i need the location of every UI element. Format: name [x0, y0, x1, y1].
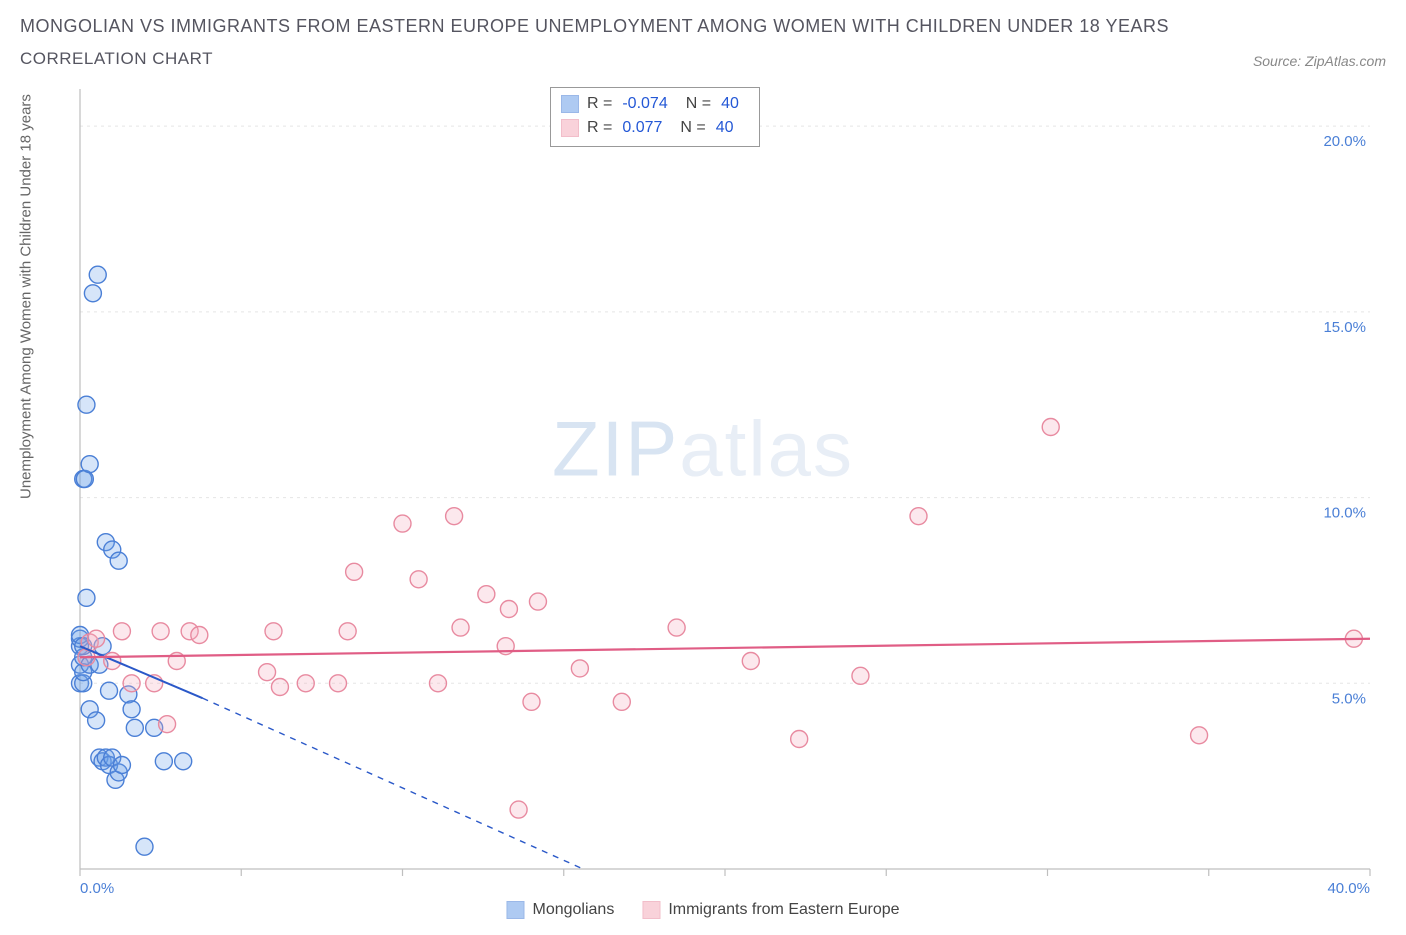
chart-title-line1: MONGOLIAN VS IMMIGRANTS FROM EASTERN EUR… — [20, 16, 1386, 37]
stats-swatch — [561, 95, 579, 113]
svg-text:5.0%: 5.0% — [1332, 690, 1366, 707]
legend-swatch-pink — [642, 901, 660, 919]
stats-swatch — [561, 119, 579, 137]
legend-label: Mongolians — [532, 901, 614, 919]
source-attribution: Source: ZipAtlas.com — [1253, 53, 1386, 69]
stats-row: R = 0.077 N = 40 — [561, 116, 749, 140]
legend-bottom: Mongolians Immigrants from Eastern Europ… — [506, 901, 899, 919]
chart-title-line2: CORRELATION CHART — [20, 49, 213, 69]
stat-n-value: 40 — [716, 116, 734, 140]
stat-n-label: N = — [680, 116, 705, 140]
stat-r-label: R = — [587, 92, 612, 116]
svg-text:20.0%: 20.0% — [1323, 133, 1366, 150]
svg-text:40.0%: 40.0% — [1327, 880, 1370, 897]
stat-r-label: R = — [587, 116, 612, 140]
svg-text:15.0%: 15.0% — [1323, 319, 1366, 336]
stat-r-value: -0.074 — [622, 92, 667, 116]
y-axis-title: Unemployment Among Women with Children U… — [18, 94, 35, 499]
svg-text:10.0%: 10.0% — [1323, 505, 1366, 522]
legend-item-immigrants: Immigrants from Eastern Europe — [642, 901, 899, 919]
stat-n-value: 40 — [721, 92, 739, 116]
title-row: CORRELATION CHART Source: ZipAtlas.com — [20, 49, 1386, 69]
svg-text:0.0%: 0.0% — [80, 880, 114, 897]
legend-label: Immigrants from Eastern Europe — [668, 901, 899, 919]
legend-item-mongolians: Mongolians — [506, 901, 614, 919]
legend-swatch-blue — [506, 901, 524, 919]
correlation-chart: ZIPatlas 0.0%40.0%5.0%10.0%15.0%20.0% Un… — [20, 79, 1386, 919]
stat-n-label: N = — [686, 92, 711, 116]
scatter-plot-svg: 0.0% 40.0% 5.0% 10.0% 15.0% 20.0% — [20, 79, 1386, 899]
correlation-stats-box: R =-0.074N =40R =0.077N =40 — [550, 87, 760, 147]
stats-row: R = -0.074 N = 40 — [561, 92, 749, 116]
stat-r-value: 0.077 — [622, 116, 662, 140]
